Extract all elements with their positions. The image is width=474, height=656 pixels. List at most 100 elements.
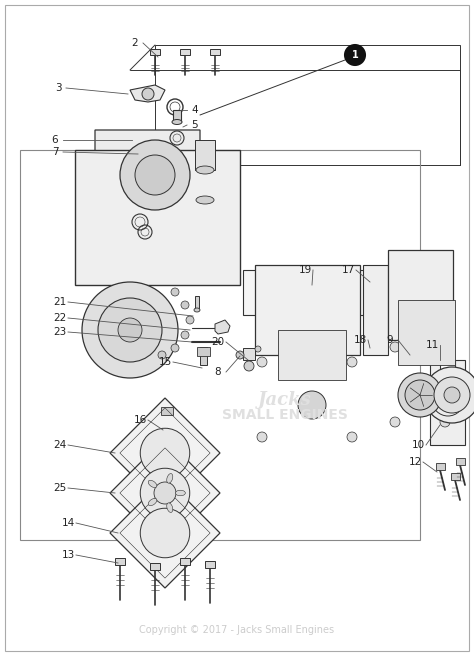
Circle shape [158, 351, 166, 359]
Bar [75, 150, 240, 285]
Ellipse shape [148, 499, 157, 506]
Bar [20, 150, 420, 540]
Circle shape [140, 428, 190, 478]
Bar [205, 561, 215, 568]
Circle shape [347, 432, 357, 442]
Text: 22: 22 [54, 313, 67, 323]
Bar [436, 463, 445, 470]
Text: 6: 6 [52, 135, 58, 145]
Bar [456, 458, 465, 465]
Text: SMALL ENGINES: SMALL ENGINES [222, 408, 348, 422]
Circle shape [181, 331, 189, 339]
Circle shape [405, 380, 435, 410]
Bar [210, 49, 220, 55]
Polygon shape [155, 45, 460, 165]
Circle shape [390, 417, 400, 427]
Circle shape [444, 387, 460, 403]
Bar [200, 347, 207, 365]
Bar [150, 49, 160, 55]
Circle shape [236, 351, 244, 359]
Circle shape [257, 357, 267, 367]
Ellipse shape [194, 308, 200, 312]
Ellipse shape [172, 119, 182, 125]
Circle shape [347, 357, 357, 367]
Circle shape [255, 346, 261, 352]
Text: 11: 11 [425, 340, 438, 350]
Circle shape [82, 282, 178, 378]
Text: 24: 24 [54, 440, 67, 450]
Polygon shape [430, 360, 465, 445]
Ellipse shape [148, 480, 157, 487]
Text: 4: 4 [191, 105, 198, 115]
Text: 12: 12 [409, 457, 422, 467]
Bar [195, 296, 199, 310]
Text: 14: 14 [61, 518, 74, 528]
Ellipse shape [196, 196, 214, 204]
Text: 19: 19 [298, 265, 311, 275]
Text: 5: 5 [191, 120, 198, 130]
Text: 16: 16 [133, 415, 146, 425]
Circle shape [390, 342, 400, 352]
Text: 25: 25 [54, 483, 67, 493]
Bar [243, 348, 255, 360]
Text: 13: 13 [61, 550, 74, 560]
Text: 18: 18 [354, 335, 366, 345]
Circle shape [171, 344, 179, 352]
Circle shape [257, 432, 267, 442]
Circle shape [154, 482, 176, 504]
Bar [180, 49, 190, 55]
Polygon shape [215, 320, 230, 334]
Polygon shape [110, 478, 220, 588]
Bar [278, 330, 346, 380]
Text: Copyright © 2017 - Jacks Small Engines: Copyright © 2017 - Jacks Small Engines [139, 625, 335, 635]
Bar [161, 407, 173, 415]
Circle shape [140, 468, 190, 518]
Circle shape [440, 417, 450, 427]
Text: 8: 8 [215, 367, 221, 377]
Text: 15: 15 [158, 357, 172, 367]
Circle shape [398, 373, 442, 417]
Circle shape [171, 288, 179, 296]
Bar [173, 110, 181, 122]
Text: 9: 9 [387, 335, 393, 345]
Bar [115, 558, 125, 565]
Bar [195, 140, 215, 170]
Bar [398, 300, 455, 365]
Text: 1: 1 [352, 50, 358, 60]
Ellipse shape [196, 166, 214, 174]
Ellipse shape [167, 474, 173, 483]
Bar [163, 405, 171, 425]
Text: 20: 20 [211, 337, 225, 347]
Bar [197, 347, 210, 356]
Circle shape [140, 508, 190, 558]
Circle shape [120, 140, 190, 210]
Text: 2: 2 [132, 38, 138, 48]
Bar [451, 473, 460, 480]
Circle shape [434, 377, 470, 413]
Circle shape [181, 301, 189, 309]
Text: 10: 10 [411, 440, 425, 450]
Polygon shape [243, 270, 415, 315]
Circle shape [118, 318, 142, 342]
Bar [255, 265, 360, 355]
Text: 3: 3 [55, 83, 61, 93]
Circle shape [98, 298, 162, 362]
Bar [388, 250, 453, 340]
Bar [180, 558, 190, 565]
Ellipse shape [167, 503, 173, 512]
Polygon shape [130, 85, 165, 102]
Circle shape [345, 45, 365, 65]
Polygon shape [95, 130, 215, 220]
Ellipse shape [175, 490, 185, 496]
Circle shape [440, 342, 450, 352]
Text: 7: 7 [52, 147, 58, 157]
Circle shape [244, 361, 254, 371]
Polygon shape [110, 398, 220, 508]
Text: 23: 23 [54, 327, 67, 337]
Circle shape [298, 391, 326, 419]
Text: Jacks: Jacks [258, 391, 312, 409]
Bar [363, 265, 388, 355]
Circle shape [424, 367, 474, 423]
Text: 17: 17 [341, 265, 355, 275]
Circle shape [142, 88, 154, 100]
